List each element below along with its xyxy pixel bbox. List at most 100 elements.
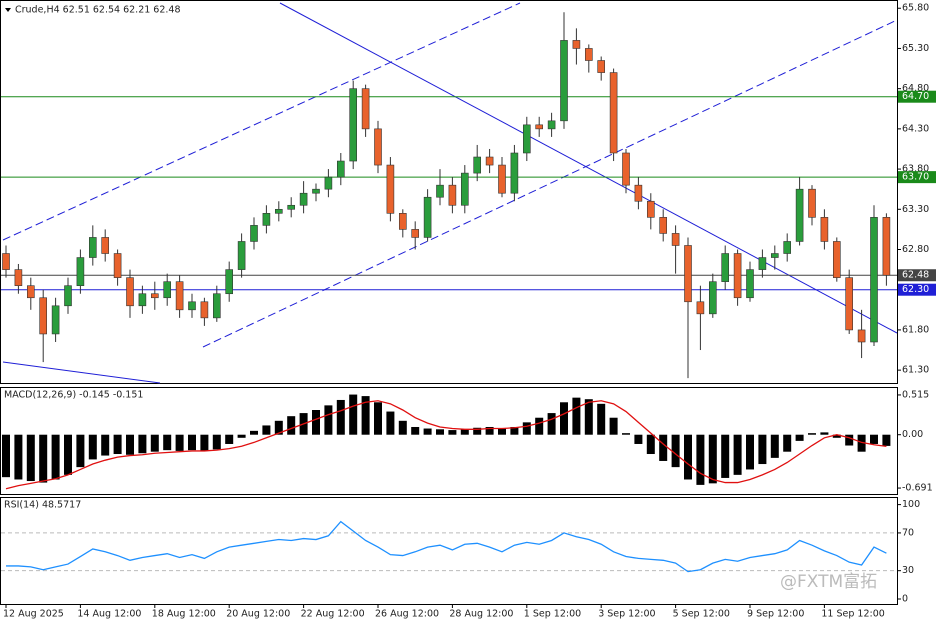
macd-bar (646, 434, 655, 455)
macd-bar (572, 397, 581, 435)
candle-body (423, 196, 432, 238)
macd-bar (374, 402, 382, 435)
macd-bar (522, 422, 531, 435)
candle-body (820, 217, 829, 242)
x-tick-label: 18 Aug 12:00 (152, 609, 216, 620)
candle-body (535, 124, 544, 130)
macd-bar (808, 433, 816, 435)
candle-body (795, 188, 804, 242)
macd-bar (857, 434, 866, 452)
y-tick-label: 64.30 (902, 123, 929, 134)
candle-body (225, 269, 233, 295)
y-tick-label: 30 (902, 565, 914, 576)
candle-body (870, 217, 878, 343)
candle-body (882, 217, 891, 276)
macd-bar (188, 434, 196, 451)
macd-bar (460, 429, 469, 435)
macd-bar (758, 434, 767, 465)
candle-body (299, 192, 308, 206)
candle-body (473, 156, 482, 174)
candle-body (101, 237, 109, 254)
macd-bar (436, 429, 444, 435)
candle-body (857, 329, 866, 343)
signal-line (5, 400, 887, 490)
macd-bar (795, 434, 804, 441)
candle-body (684, 245, 692, 303)
candle-body (76, 257, 85, 286)
x-tick-label: 28 Aug 12:00 (449, 609, 513, 620)
macd-bar (733, 434, 742, 475)
macd-bar (225, 434, 234, 444)
candle-body (770, 253, 779, 258)
macd-bar (535, 417, 544, 435)
candle-body (845, 277, 854, 331)
level-label-box (898, 90, 936, 103)
x-tick-label: 5 Sep 12:00 (673, 609, 730, 620)
macd-bar (349, 394, 358, 435)
x-tick-label: 11 Sep 12:00 (821, 609, 884, 620)
candle-body (175, 281, 184, 311)
candle-body (436, 184, 444, 198)
candle-body (783, 241, 792, 254)
y-tick-label: 63.80 (902, 164, 929, 175)
trendline (2, 361, 161, 384)
candle-body (498, 164, 506, 194)
macd-bar (138, 434, 147, 454)
candle-body (510, 152, 519, 194)
macd-bar (88, 434, 97, 460)
rsi-title: RSI(14) 48.5717 (4, 500, 81, 511)
candle-body (721, 253, 730, 282)
candle-body (151, 293, 159, 299)
macd-bar (163, 434, 172, 451)
macd-bar (398, 420, 407, 435)
x-tick-label: 12 Aug 2025 (3, 609, 64, 620)
candle-body (188, 301, 196, 311)
level-label-box (898, 171, 936, 184)
y-tick-label: 65.80 (902, 3, 929, 14)
candle-body (398, 213, 407, 230)
candle-body (336, 160, 345, 178)
candle-body (126, 277, 134, 307)
candle-body (485, 156, 494, 166)
candle-body (64, 285, 72, 307)
candle-body (808, 188, 816, 218)
candle-body (113, 253, 122, 278)
y-tick-label: -0.691 (902, 483, 933, 494)
macd-bar (175, 434, 184, 451)
candle-body (250, 225, 258, 242)
x-tick-label: 14 Aug 12:00 (77, 609, 141, 620)
macd-bar (547, 413, 556, 435)
macd-bar (113, 434, 122, 455)
macd-bar (51, 434, 60, 480)
main-frame (0, 0, 898, 384)
candle-body (609, 72, 618, 154)
y-tick-label: 62.80 (902, 244, 929, 255)
macd-bar (250, 430, 258, 435)
macd-bar (882, 434, 891, 446)
macd-title: MACD(12,26,9) -0.145 -0.151 (4, 390, 143, 401)
candle-body (138, 293, 147, 307)
macd-bar (510, 426, 519, 435)
candle-body (411, 229, 420, 238)
candle-body (274, 208, 283, 214)
macd-bar (448, 430, 457, 435)
macd-bar (26, 434, 35, 482)
macd-bar (14, 434, 23, 480)
frames (0, 0, 898, 605)
macd-bar (746, 434, 754, 470)
macd-bar (200, 434, 209, 451)
x-tick-label: 22 Aug 12:00 (301, 609, 365, 620)
candle-body (696, 301, 705, 315)
macd-bar (659, 434, 668, 461)
y-tick-label: 61.80 (902, 324, 929, 335)
candle-body (572, 40, 581, 49)
level-label-box (898, 269, 936, 282)
candle-body (324, 176, 333, 190)
macd-bar (361, 396, 370, 435)
macd-bar (312, 410, 320, 435)
y-tick-label: 65.30 (902, 43, 929, 54)
y-tick-label: 63.30 (902, 204, 929, 215)
macd-bar (622, 433, 630, 435)
candle-body (448, 184, 457, 206)
macd-bar (721, 434, 730, 478)
